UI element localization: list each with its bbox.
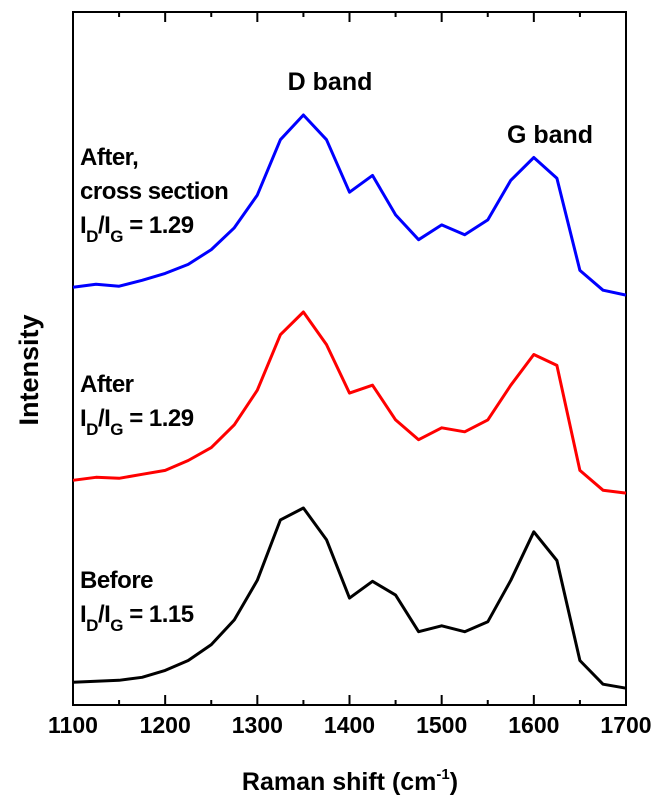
y-axis-label: Intensity [14, 314, 44, 425]
ratio-part: = 1.15 [123, 601, 194, 628]
sample-label: After [80, 371, 134, 398]
ratio-part: I [80, 405, 86, 432]
x-tick-label: 1400 [324, 712, 375, 738]
ratio-part: G [110, 616, 123, 635]
ratio-label: ID/IG = 1.15 [80, 601, 194, 635]
ratio-part: D [86, 227, 98, 246]
spectrum-line [72, 310, 627, 495]
ratio-part: I [80, 601, 86, 628]
x-tick-label: 1500 [416, 712, 467, 738]
spectrum-line [72, 113, 627, 297]
band-label: G band [507, 121, 593, 149]
band-label: D band [288, 68, 373, 96]
ratio-part: I [80, 212, 86, 239]
sample-label: Before [80, 567, 153, 594]
ratio-part: G [110, 420, 123, 439]
ratio-part: /I [98, 405, 110, 432]
spectrum-line [72, 506, 627, 690]
x-tick-label: 1600 [508, 712, 559, 738]
x-tick-label: 1700 [600, 712, 651, 738]
ratio-label: ID/IG = 1.29 [80, 405, 194, 439]
ratio-part: = 1.29 [123, 212, 194, 239]
sample-label: After, [80, 144, 138, 171]
ratio-part: D [86, 420, 98, 439]
x-tick-label: 1200 [140, 712, 191, 738]
x-axis-label-part: -1 [436, 766, 449, 783]
x-tick-label: 1300 [232, 712, 283, 738]
ratio-part: /I [98, 212, 110, 239]
x-tick-label: 1100 [48, 712, 98, 738]
ratio-part: = 1.29 [123, 405, 194, 432]
ratio-part: G [110, 227, 123, 246]
x-axis-label: Raman shift (cm-1) [242, 766, 458, 796]
ratio-label: ID/IG = 1.29 [80, 212, 194, 246]
x-axis-label-part: ) [450, 768, 458, 796]
ratio-part: D [86, 616, 98, 635]
sample-label: cross section [80, 178, 228, 205]
ratio-part: /I [98, 601, 110, 628]
x-axis-label-part: Raman shift (cm [242, 768, 436, 796]
